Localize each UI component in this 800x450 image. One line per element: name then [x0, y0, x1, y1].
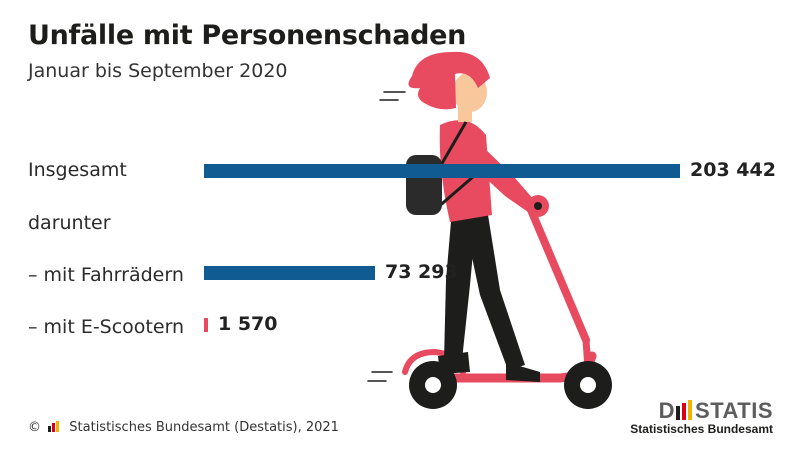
destatis-mini-logo-icon — [48, 421, 60, 432]
source-text: Statistisches Bundesamt (Destatis), 2021 — [69, 420, 339, 435]
source-footer: © Statistisches Bundesamt (Destatis), 20… — [28, 420, 339, 435]
brand-subtitle: Statistisches Bundesamt — [630, 422, 773, 436]
chart-title: Unfälle mit Personenschaden — [28, 20, 467, 51]
category-label-bicycles: – mit Fahrrädern — [28, 264, 184, 286]
copyright-symbol: © — [28, 420, 41, 435]
brand-statis: STATIS — [695, 398, 773, 423]
brand-letter-d: D — [658, 398, 676, 423]
destatis-logo: D STATIS Statistisches Bundesamt — [630, 398, 773, 436]
category-label-escooters: – mit E-Scootern — [28, 316, 185, 338]
value-label-escooters: 1 570 — [218, 313, 278, 335]
category-label-total: Insgesamt — [28, 159, 127, 181]
rider — [406, 51, 540, 382]
bar-total — [204, 164, 680, 178]
value-label-total: 203 442 — [690, 159, 776, 181]
destatis-flag-bars-icon — [676, 400, 693, 420]
group-label-darunter: darunter — [28, 212, 111, 234]
chart-subtitle: Januar bis September 2020 — [28, 60, 288, 82]
value-label-bicycles: 73 293 — [385, 261, 458, 283]
bar-bicycles — [204, 266, 375, 280]
speed-lines — [367, 91, 406, 382]
bar-escooters — [204, 318, 208, 332]
